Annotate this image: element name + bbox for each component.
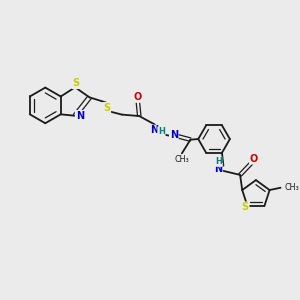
Text: S: S xyxy=(242,202,249,212)
Text: H: H xyxy=(158,127,165,136)
Text: CH₃: CH₃ xyxy=(285,183,299,192)
Text: N: N xyxy=(170,130,178,140)
Text: CH₃: CH₃ xyxy=(175,155,189,164)
Text: H: H xyxy=(215,157,222,166)
Text: N: N xyxy=(214,164,222,174)
Text: O: O xyxy=(134,92,142,102)
Text: N: N xyxy=(150,125,158,135)
Text: O: O xyxy=(250,154,258,164)
Text: S: S xyxy=(72,78,79,88)
Text: N: N xyxy=(76,111,84,121)
Text: S: S xyxy=(103,103,110,113)
